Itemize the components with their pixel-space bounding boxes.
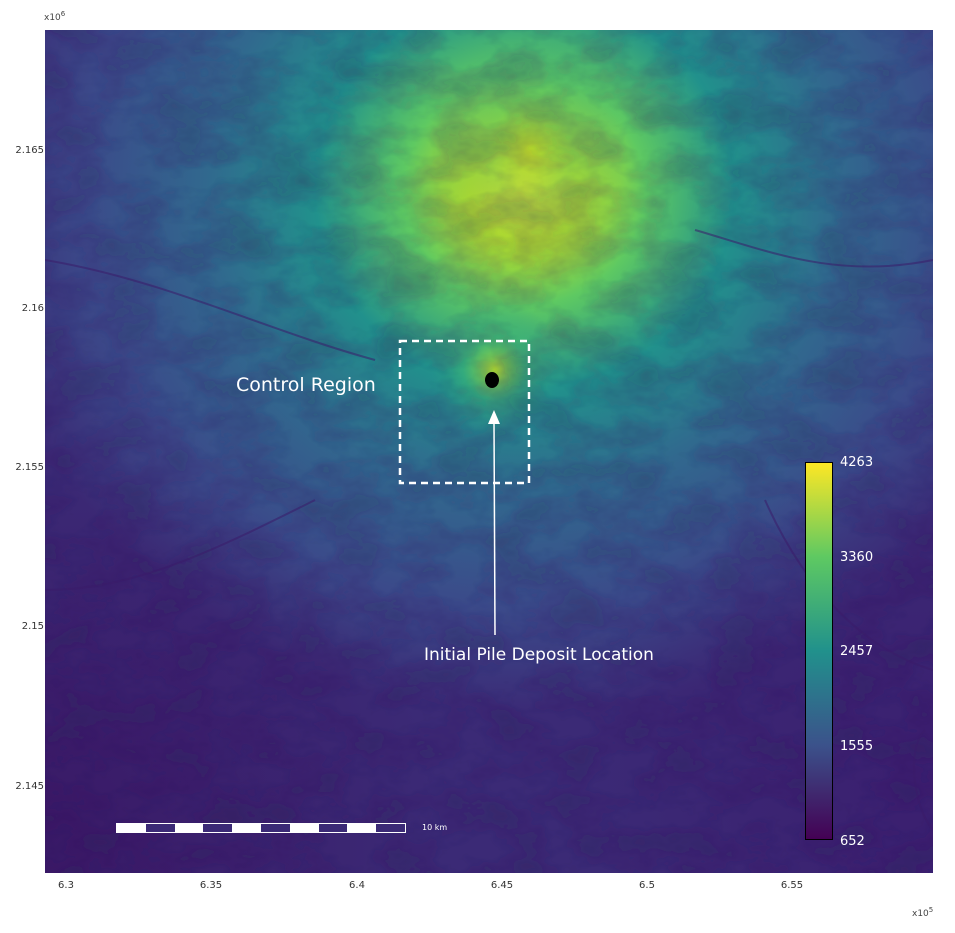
y-tick-label: 2.16	[21, 303, 44, 314]
colorbar-tick-label: 652	[840, 834, 865, 849]
y-axis-exponent: x106	[44, 10, 65, 23]
y-tick-label: 2.155	[15, 462, 44, 473]
x-tick-label: 6.35	[199, 880, 223, 891]
y-exponent-power: 6	[60, 10, 66, 18]
colorbar-tick-label: 1555	[840, 739, 874, 754]
scale-bar-segment	[347, 824, 377, 832]
scale-bar-segment	[318, 824, 348, 832]
scale-bar-segment	[174, 824, 204, 832]
y-exponent-base: x10	[44, 13, 61, 23]
control-region-label: Control Region	[236, 374, 376, 396]
scale-bar-label: 10 km	[422, 823, 448, 832]
x-tick-label: 6.5	[639, 880, 655, 891]
scale-bar-segment	[232, 824, 261, 832]
x-tick-label: 6.3	[58, 880, 74, 891]
x-tick-label: 6.4	[349, 880, 365, 891]
colorbar-tick-label: 3360	[840, 550, 874, 565]
deposit-location-label: Initial Pile Deposit Location	[424, 645, 654, 665]
scale-bar-segment	[203, 824, 233, 832]
scale-bar-segment	[376, 824, 405, 832]
pile-deposit-marker	[485, 372, 499, 388]
terrain-raster	[45, 30, 933, 873]
deposit-arrow-head	[488, 410, 500, 424]
x-tick-label: 6.55	[780, 880, 804, 891]
x-axis-exponent: x105	[912, 906, 933, 919]
colorbar-tick-label: 2457	[840, 644, 874, 659]
scale-bar-segment	[145, 824, 175, 832]
scale-bar	[116, 823, 406, 833]
colorbar-tick-label: 4263	[840, 455, 874, 470]
control-region-box	[398, 339, 531, 485]
y-tick-label: 2.145	[15, 781, 44, 792]
x-exponent-power: 5	[928, 906, 934, 914]
scale-bar-segment	[289, 824, 319, 832]
scale-bar-segment	[260, 824, 290, 832]
x-exponent-base: x10	[912, 909, 929, 919]
x-tick-label: 6.45	[490, 880, 514, 891]
deposit-arrow-line	[493, 421, 496, 636]
elevation-colorbar	[805, 462, 833, 840]
y-tick-label: 2.15	[21, 621, 44, 632]
y-tick-label: 2.165	[15, 145, 44, 156]
elevation-map[interactable]	[45, 30, 933, 873]
scale-bar-segment	[117, 824, 146, 832]
